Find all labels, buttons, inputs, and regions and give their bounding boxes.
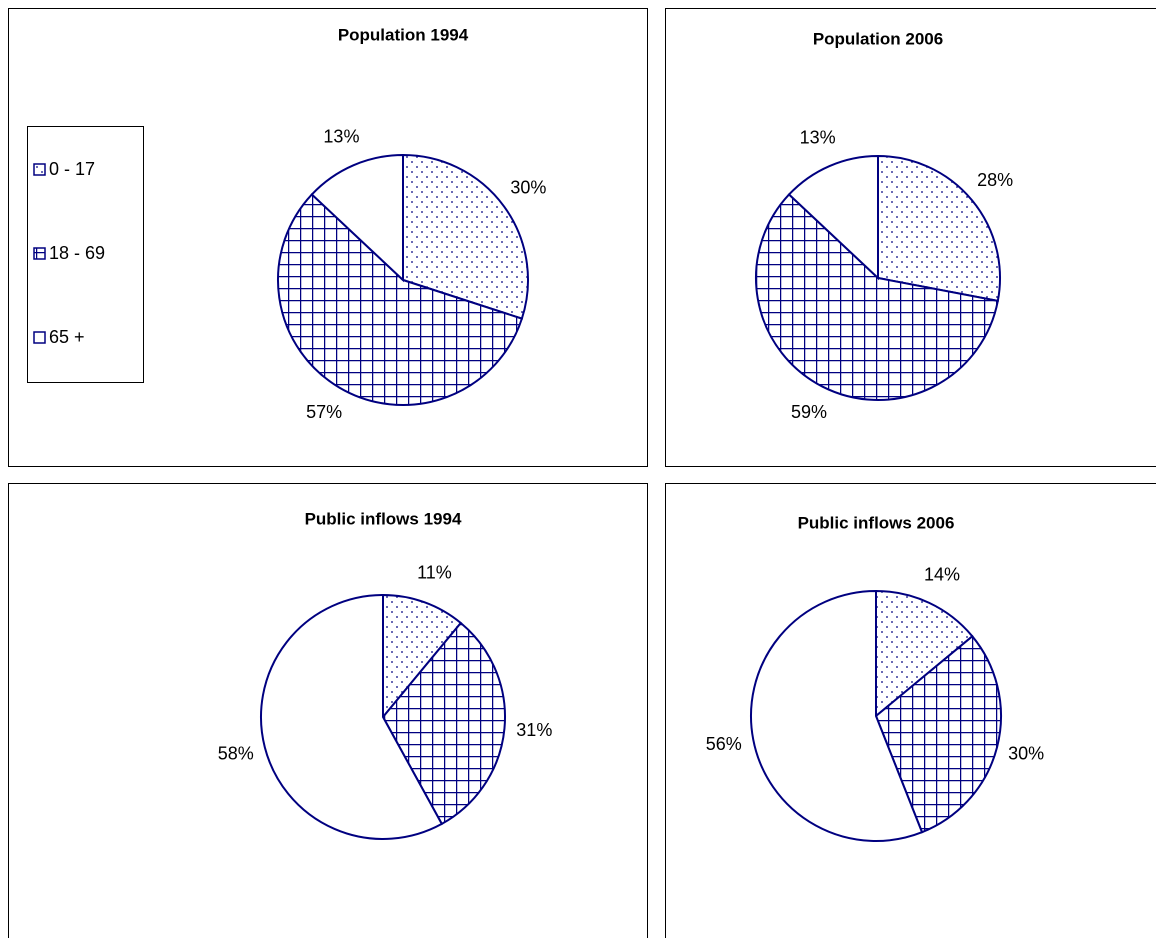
legend-label: 18 - 69: [49, 243, 105, 263]
pie-slice: [402, 153, 529, 320]
legend-label: 0 - 17: [49, 159, 95, 179]
data-label: 30%: [1008, 743, 1044, 763]
data-label: 30%: [510, 178, 546, 198]
data-label: 58%: [218, 744, 254, 764]
data-label: 56%: [706, 734, 742, 754]
legend-box: [27, 126, 144, 383]
legend-label: 65 +: [49, 327, 85, 347]
chart-title: Public inflows 1994: [305, 509, 462, 528]
chart-panel: Public inflows 1994 11% 31% 58%: [8, 483, 648, 938]
pie-slice: [310, 153, 404, 283]
chart-title: Population 1994: [338, 25, 469, 44]
pie-slice: [277, 193, 524, 406]
chart-panel: Population 1994 30% 57% 13% 0 - 17 18 - 69 65 …: [8, 8, 648, 467]
data-label: 28%: [977, 170, 1013, 190]
data-label: 31%: [516, 720, 552, 740]
pie-slice: [381, 621, 506, 826]
chart-panel: Population 2006 28% 59% 13%: [665, 8, 1156, 467]
pie-slice: [260, 593, 444, 840]
data-label: 59%: [791, 402, 827, 422]
data-label: 13%: [800, 127, 836, 147]
data-label: 11%: [417, 563, 452, 583]
legend-swatch: [33, 247, 46, 260]
pie-slice: [755, 193, 1000, 401]
data-label: 14%: [924, 565, 960, 585]
legend-swatch: [33, 163, 46, 176]
pie-slice: [875, 589, 974, 719]
pie-slice: [877, 154, 1001, 303]
chart-panel: Public inflows 2006 14% 30% 56%: [665, 483, 1156, 938]
pie-slice: [874, 634, 1002, 834]
pie-slice: [787, 154, 879, 281]
data-label: 13%: [323, 126, 359, 146]
legend-swatch: [33, 331, 46, 344]
pie-slice: [750, 589, 924, 842]
chart-title: Public inflows 2006: [798, 513, 955, 532]
chart-title: Population 2006: [813, 29, 943, 48]
data-label: 57%: [306, 402, 342, 422]
pie-slice: [382, 593, 463, 720]
